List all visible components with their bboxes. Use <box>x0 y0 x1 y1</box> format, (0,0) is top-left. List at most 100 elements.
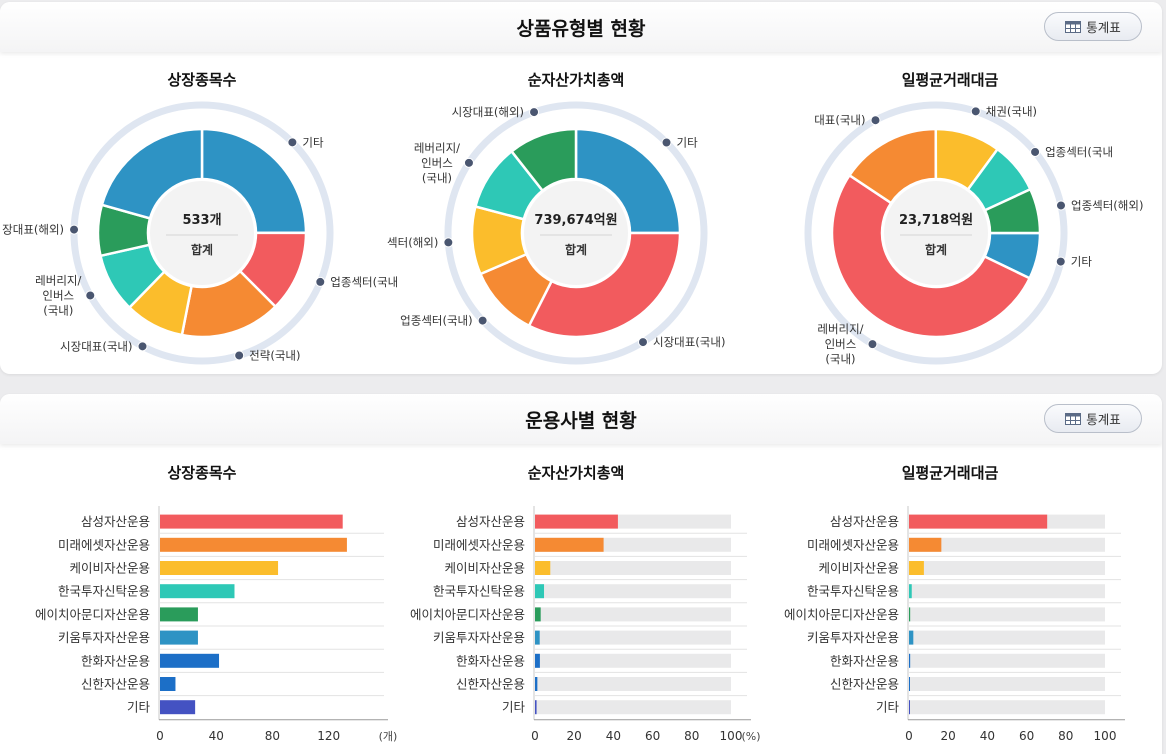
bar-category-label: 신한자산운용 <box>81 677 150 692</box>
slice-label-dot <box>69 224 80 235</box>
panel-header: 운용사별 현황 통계표 <box>0 394 1162 444</box>
bar-category-label: 에이치아문디자산운용 <box>35 607 150 622</box>
x-tick-label: 20 <box>567 729 582 743</box>
x-tick-label: 120 <box>317 729 340 743</box>
bar-chart-title-2: 순자산가치총액 <box>527 464 625 482</box>
slice-label: 기타 <box>677 135 699 149</box>
bar <box>160 653 220 668</box>
bar <box>909 700 910 715</box>
x-tick-label: 40 <box>980 729 995 743</box>
bar-track <box>909 607 1105 622</box>
bar-category-label: 한국투자신탁운용 <box>433 584 525 599</box>
bar-track <box>535 677 731 691</box>
x-tick-label: 0 <box>905 729 913 743</box>
slice-label: 섹터(해외) <box>387 235 438 249</box>
slice-label: 시장대표(해외) <box>452 105 524 119</box>
bar-track <box>909 630 1105 645</box>
pie-chart-title-2: 순자산가치총액 <box>527 71 625 89</box>
slice-label-dot <box>1055 256 1066 267</box>
slice-label: 업종섹터(국내 <box>1045 145 1113 159</box>
bar-track <box>909 561 1105 575</box>
donut-slice <box>509 127 578 193</box>
bar <box>535 700 537 715</box>
bar-category-label: 신한자산운용 <box>830 677 899 692</box>
bar <box>535 537 604 552</box>
bar <box>160 537 347 552</box>
asset-manager-panel: 운용사별 현황 통계표 상장종목수 순자산가치총액 일평균거래대금 삼성자산운용… <box>0 394 1162 754</box>
pie-chart-title-1: 상장종목수 <box>167 71 237 89</box>
bar <box>535 677 538 691</box>
bar-track <box>909 584 1105 599</box>
bar-category-label: 미래에셋자산운용 <box>433 537 525 552</box>
panel-header: 상품유형별 현황 통계표 <box>0 2 1162 52</box>
x-tick-label: 0 <box>156 729 164 743</box>
bar-track <box>535 630 731 645</box>
bar <box>909 677 910 691</box>
slice-label: 업종섹터(국내) <box>400 314 472 328</box>
bar-category-label: 미래에셋자산운용 <box>807 537 899 552</box>
slice-label-dot <box>637 337 648 348</box>
bar <box>160 607 198 622</box>
x-tick-label: 60 <box>1019 729 1034 743</box>
x-tick-label: 0 <box>531 729 539 743</box>
bar-chart-title-3: 일평균거래대금 <box>901 464 999 482</box>
slice-label-dot <box>315 276 326 287</box>
donut-slice <box>574 127 682 235</box>
slice-label: 채권(국내) <box>986 104 1037 118</box>
x-axis-unit: (%) <box>741 730 760 743</box>
slice-label: 전략(국내) <box>249 348 300 362</box>
bar-category-label: 한국투자신탁운용 <box>58 584 150 599</box>
slice-label: 장대표(해외) <box>2 223 64 237</box>
donut-center <box>150 181 254 285</box>
bar-category-label: 기타 <box>876 700 900 715</box>
bar <box>909 630 914 645</box>
donut-total-label: 합계 <box>191 242 213 257</box>
bar-track <box>909 677 1105 691</box>
product-type-panel: 상품유형별 현황 통계표 상장종목수 순자산가치총액 일평균거래대금 기타 업종섹… <box>0 2 1162 374</box>
bar-category-label: 미래에셋자산운용 <box>58 537 150 552</box>
bar-track <box>535 607 731 622</box>
donut-slice <box>527 231 682 339</box>
x-tick-label: 40 <box>209 729 224 743</box>
bar-chart-title-1: 상장종목수 <box>167 464 237 482</box>
bar-track <box>535 653 731 668</box>
stats-table-button[interactable]: 통계표 <box>1044 12 1142 41</box>
slice-label-dot <box>443 237 454 248</box>
bar <box>535 630 540 645</box>
donut-outer-ring <box>804 101 1068 365</box>
bar-charts: 삼성자산운용미래에셋자산운용케이비자산운용한국투자신탁운용에이치아문디자산운용키… <box>35 506 1125 743</box>
bar <box>160 630 198 645</box>
bar <box>535 653 540 668</box>
bar <box>160 561 279 575</box>
slice-label: 기타 <box>302 135 324 149</box>
bar <box>909 514 1048 529</box>
bar <box>535 607 541 622</box>
stats-table-label: 통계표 <box>1086 412 1121 427</box>
donut-center <box>524 181 628 285</box>
bar-track <box>535 584 731 599</box>
bar-category-label: 삼성자산운용 <box>81 514 150 529</box>
slice-label-dot <box>870 115 881 126</box>
x-tick-label: 100 <box>720 729 743 743</box>
slice-label-dot <box>477 315 488 326</box>
x-axis-unit: (개) <box>379 730 398 743</box>
slice-label-dot <box>970 106 981 117</box>
slice-label-dot <box>234 350 245 361</box>
donut-total-label: 합계 <box>925 242 947 257</box>
table-icon <box>1065 20 1082 33</box>
x-tick-label: 80 <box>1058 729 1073 743</box>
slice-label: 레버리지/인버스 (국내) <box>35 273 81 317</box>
bar <box>160 700 196 715</box>
bar-category-label: 신한자산운용 <box>456 677 525 692</box>
bar-category-label: 키움투자자산운용 <box>433 630 525 645</box>
bar-category-label: 케이비자산운용 <box>69 561 150 576</box>
slice-label: 레버리지/인버스 (국내) <box>817 322 863 366</box>
x-tick-label: 40 <box>606 729 621 743</box>
donut-total-value: 739,674억원 <box>534 213 617 228</box>
bar-category-label: 한화자산운용 <box>456 653 525 668</box>
donut-total-value: 23,718억원 <box>899 213 973 228</box>
donut-total-value: 533개 <box>182 213 221 228</box>
bar-category-label: 한화자산운용 <box>81 653 150 668</box>
stats-table-button[interactable]: 통계표 <box>1044 404 1142 433</box>
bar-track <box>909 537 1105 552</box>
